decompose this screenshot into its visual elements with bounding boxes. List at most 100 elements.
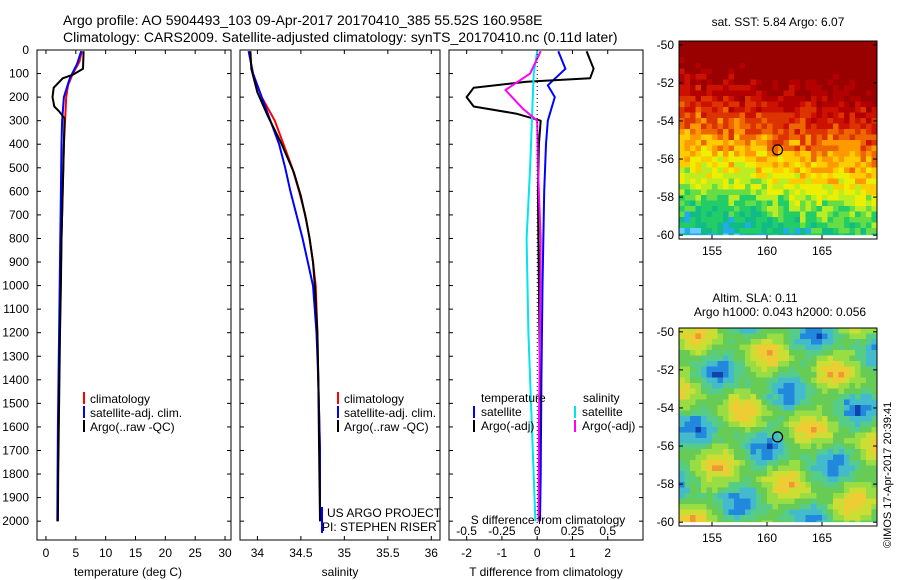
sst-map-cell xyxy=(811,211,817,218)
sla-map-cell xyxy=(767,504,773,510)
sla-map-cell xyxy=(849,355,856,362)
sst-map-cell xyxy=(816,167,823,174)
sst-map-cell xyxy=(871,123,877,130)
sla-map-cell xyxy=(811,504,817,510)
sla-map-cell xyxy=(822,350,828,356)
sst-map-cell xyxy=(772,52,779,58)
sst-map-cell xyxy=(690,178,696,185)
sla-map-cell xyxy=(767,344,773,351)
sla-map-cell xyxy=(827,515,834,521)
sla-map-cell xyxy=(871,509,877,516)
sla-map-cell xyxy=(706,443,713,450)
sst-map-cell xyxy=(816,90,823,97)
sst-map-cell xyxy=(816,129,823,135)
sla-map-cell xyxy=(690,328,696,334)
sla-map-cell xyxy=(695,394,702,400)
sst-map-cell xyxy=(838,140,845,146)
sst-map-cell xyxy=(794,189,801,196)
sst-map-cell xyxy=(695,112,702,119)
sst-map-cell xyxy=(745,85,751,91)
sla-map-cell xyxy=(701,410,707,417)
sla-map-cell xyxy=(756,410,762,417)
sla-map-cell xyxy=(849,509,856,516)
sst-map-cell xyxy=(783,162,790,168)
sla-map-cell xyxy=(756,454,762,461)
sst-map-cell xyxy=(866,90,872,97)
sla-map-cell xyxy=(844,427,850,433)
temperature-plot: 0 5 10 15 20 25 30 xyxy=(43,49,232,560)
sla-map-cell xyxy=(866,377,872,384)
sst-map-cell xyxy=(756,123,762,130)
sla-map-cell xyxy=(822,471,828,477)
sla-map-cell xyxy=(695,460,702,466)
lat-tick-label: -50 xyxy=(657,325,675,339)
sla-map-cell xyxy=(822,383,828,389)
sla-map-cell xyxy=(816,454,823,461)
sla-map-cell xyxy=(789,394,795,400)
sst-map-cell xyxy=(811,178,817,185)
sla-map-cell xyxy=(849,465,856,472)
sst-map-cell xyxy=(739,145,746,152)
sla-map-cell xyxy=(860,410,867,417)
sla-map-cell xyxy=(756,487,762,494)
sst-map-cell xyxy=(690,123,696,130)
sla-map-cell xyxy=(778,361,784,367)
sla-map-cell xyxy=(706,471,713,477)
sla-map-cell xyxy=(734,438,740,444)
sst-map-cell xyxy=(684,101,691,108)
sla-map-cell xyxy=(706,476,713,483)
sla-map-cell xyxy=(866,333,872,340)
sst-map-cell xyxy=(739,68,746,75)
sla-map-cell xyxy=(844,333,850,340)
sla-map-cell xyxy=(811,355,817,362)
sst-map-cell xyxy=(849,96,856,102)
sla-map-cell xyxy=(871,416,877,422)
sla-map-cell xyxy=(866,355,872,362)
sla-map-cell xyxy=(723,454,729,461)
sla-map-cell xyxy=(822,328,828,334)
sla-map-cell xyxy=(871,394,877,400)
sla-map-cell xyxy=(789,471,795,477)
sst-map-cell xyxy=(800,79,806,86)
sst-map-cell xyxy=(838,189,845,196)
sla-map-cell xyxy=(750,427,757,433)
sst-map-cell xyxy=(761,206,768,212)
sla-map-cell xyxy=(723,416,729,422)
sst-map-cell xyxy=(723,85,729,91)
sst-map-cell xyxy=(701,90,707,97)
sst-map-cell xyxy=(679,167,685,174)
sst-map-cell xyxy=(794,96,801,102)
sst-map-cell xyxy=(734,52,740,58)
sst-map-cell xyxy=(756,200,762,207)
sla-map-cell xyxy=(789,377,795,384)
sst-map-cell xyxy=(871,74,877,80)
sst-map-cell xyxy=(805,145,812,152)
sla-map-cell xyxy=(717,465,724,472)
sst-map-cell xyxy=(860,228,867,234)
sla-map-cell xyxy=(756,476,762,483)
sst-map-cell xyxy=(772,123,779,130)
sla-map-cell xyxy=(838,498,845,505)
sla-map-cell xyxy=(734,465,740,472)
sla-map-cell xyxy=(860,355,867,362)
sla-map-cell xyxy=(761,482,768,488)
sst-map-cell xyxy=(816,200,823,207)
sla-map-cell xyxy=(717,377,724,384)
sst-map-cell xyxy=(833,85,839,91)
sla-map-cell xyxy=(860,487,867,494)
sst-map-cell xyxy=(811,162,817,168)
sst-map-cell xyxy=(728,173,735,179)
sla-map-cell xyxy=(827,383,834,389)
sla-map-cell xyxy=(684,515,691,521)
sst-map-cell xyxy=(767,200,773,207)
sla-map-cell xyxy=(871,339,877,345)
sst-map-cell xyxy=(794,206,801,212)
imos-credit: ©IMOS 17-Apr-2017 20:39:41 xyxy=(882,402,894,548)
sla-map-cell xyxy=(800,405,806,411)
sst-map-cell xyxy=(844,195,850,201)
sla-map-cell xyxy=(728,427,735,433)
sst-map-cell xyxy=(844,79,850,86)
sla-map-cell xyxy=(684,465,691,472)
sla-map-cell xyxy=(695,471,702,477)
sst-map-cell xyxy=(844,156,850,163)
